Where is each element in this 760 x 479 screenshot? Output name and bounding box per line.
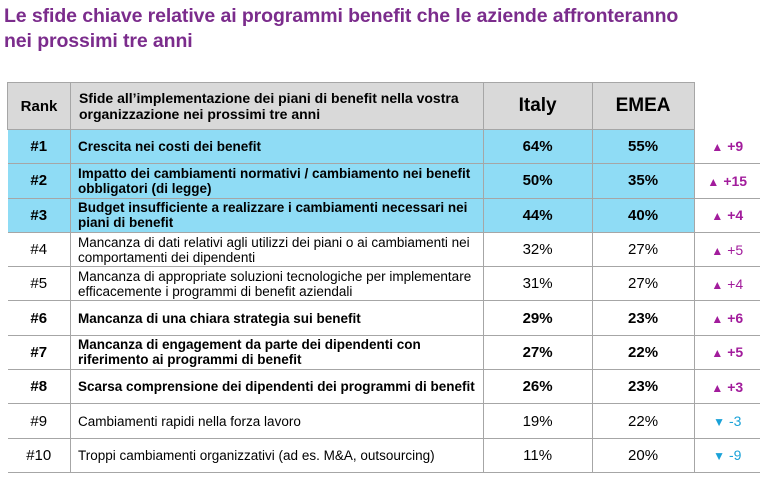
emea-cell: 20% (591, 438, 694, 473)
delta-cell: ▲ +15 (693, 163, 760, 199)
delta-value: -9 (728, 447, 742, 464)
triangle-up-icon: ▲ (711, 140, 724, 155)
rank-cell: #7 (7, 335, 71, 371)
triangle-up-icon: ▲ (711, 312, 724, 327)
challenge-cell: Crescita nei costi dei benefit (69, 129, 484, 165)
challenge-cell: Budget insufficiente a realizzare i camb… (69, 198, 484, 233)
page-title: Le sfide chiave relative ai programmi be… (4, 4, 756, 54)
rank-cell: #2 (7, 163, 71, 199)
header-italy: Italy (482, 82, 593, 130)
challenge-cell: Mancanza di engagement da parte dei dipe… (69, 335, 484, 371)
table-header-row: Rank Sfide all’implementazione dei piani… (7, 82, 760, 130)
italy-cell: 29% (482, 300, 593, 336)
italy-cell: 31% (482, 266, 593, 302)
challenges-table: Rank Sfide all’implementazione dei piani… (7, 82, 760, 473)
emea-cell: 22% (591, 403, 694, 439)
delta-value: -3 (728, 413, 742, 430)
rank-cell: #3 (7, 198, 71, 233)
italy-cell: 44% (482, 198, 593, 233)
table-row: #8 Scarsa comprensione dei dipendenti de… (7, 369, 760, 405)
triangle-up-icon: ▲ (711, 346, 724, 361)
italy-cell: 26% (482, 369, 593, 405)
delta-cell: ▲ +5 (693, 335, 760, 371)
rank-cell: #10 (7, 438, 71, 473)
delta-cell: ▼ -9 (693, 438, 760, 473)
table-row: #2 Impatto dei cambiamenti normativi / c… (7, 163, 760, 199)
rank-cell: #8 (7, 369, 71, 405)
table-row: #3 Budget insufficiente a realizzare i c… (7, 198, 760, 233)
italy-cell: 50% (482, 163, 593, 199)
triangle-down-icon: ▼ (713, 415, 725, 430)
table-row: #5 Mancanza di appropriate soluzioni tec… (7, 266, 760, 302)
triangle-up-icon: ▲ (707, 174, 720, 189)
triangle-up-icon: ▲ (711, 277, 724, 292)
delta-value: +3 (727, 378, 744, 395)
emea-cell: 55% (591, 129, 694, 165)
rank-cell: #4 (7, 232, 71, 268)
table-row: #10 Troppi cambiamenti organizzativi (ad… (7, 438, 760, 473)
triangle-up-icon: ▲ (711, 243, 724, 258)
rank-cell: #6 (7, 300, 71, 336)
header-rank: Rank (7, 82, 71, 130)
rank-cell: #9 (7, 403, 71, 439)
delta-cell: ▼ -3 (693, 403, 760, 439)
table-row: #7 Mancanza di engagement da parte dei d… (7, 335, 760, 371)
delta-value: +15 (723, 172, 748, 189)
rank-cell: #5 (7, 266, 71, 302)
challenge-cell: Mancanza di appropriate soluzioni tecnol… (69, 266, 484, 302)
emea-cell: 35% (591, 163, 694, 199)
delta-value: +6 (727, 310, 744, 327)
table-row: #6 Mancanza di una chiara strategia sui … (7, 300, 760, 336)
challenge-cell: Impatto dei cambiamenti normativi / camb… (69, 163, 484, 199)
delta-value: +9 (727, 138, 744, 155)
delta-value: +5 (727, 241, 744, 258)
delta-value: +4 (727, 207, 744, 224)
italy-cell: 11% (482, 438, 593, 473)
challenge-cell: Cambiamenti rapidi nella forza lavoro (69, 403, 484, 439)
header-delta-blank (694, 82, 760, 130)
triangle-up-icon: ▲ (711, 209, 724, 224)
table-row: #4 Mancanza di dati relativi agli utiliz… (7, 232, 760, 268)
italy-cell: 27% (482, 335, 593, 371)
title-line-1: Le sfide chiave relative ai programmi be… (4, 5, 679, 27)
emea-cell: 23% (591, 300, 694, 336)
delta-cell: ▲ +3 (693, 369, 760, 405)
challenge-cell: Mancanza di una chiara strategia sui ben… (69, 300, 484, 336)
italy-cell: 19% (482, 403, 593, 439)
table-row: #9 Cambiamenti rapidi nella forza lavoro… (7, 403, 760, 439)
emea-cell: 27% (591, 232, 694, 268)
triangle-down-icon: ▼ (713, 449, 725, 464)
emea-cell: 27% (591, 266, 694, 302)
challenge-cell: Mancanza di dati relativi agli utilizzi … (69, 232, 484, 268)
delta-cell: ▲ +4 (693, 198, 760, 233)
header-challenge: Sfide all’implementazione dei piani di b… (69, 82, 484, 130)
table-row: #1 Crescita nei costi dei benefit 64% 55… (7, 129, 760, 165)
italy-cell: 64% (482, 129, 593, 165)
delta-cell: ▲ +4 (693, 266, 760, 302)
rank-cell: #1 (7, 129, 71, 165)
triangle-up-icon: ▲ (711, 380, 724, 395)
title-line-2: nei prossimi tre anni (4, 30, 193, 52)
challenge-cell: Troppi cambiamenti organizzativi (ad es.… (69, 438, 484, 473)
challenge-cell: Scarsa comprensione dei dipendenti dei p… (69, 369, 484, 405)
delta-cell: ▲ +5 (693, 232, 760, 268)
delta-cell: ▲ +9 (693, 129, 760, 165)
italy-cell: 32% (482, 232, 593, 268)
delta-value: +4 (727, 275, 744, 292)
delta-value: +5 (727, 344, 744, 361)
delta-cell: ▲ +6 (693, 300, 760, 336)
header-emea: EMEA (591, 82, 695, 130)
emea-cell: 23% (591, 369, 694, 405)
emea-cell: 22% (591, 335, 694, 371)
emea-cell: 40% (591, 198, 694, 233)
